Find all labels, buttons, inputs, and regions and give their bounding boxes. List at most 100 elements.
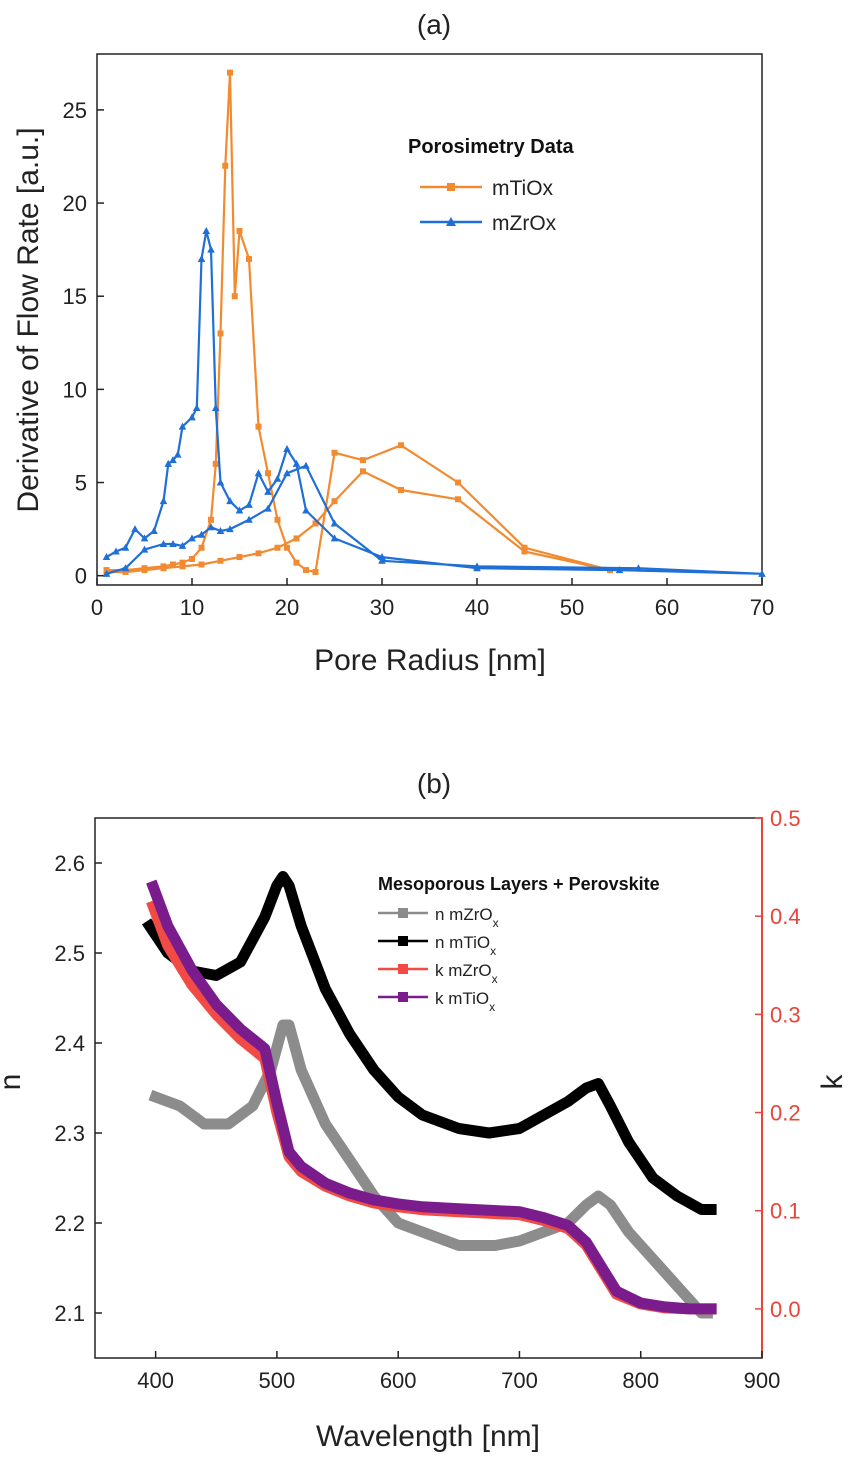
- data-point: [312, 520, 319, 527]
- y-tick-label: 0: [75, 564, 87, 589]
- data-point: [178, 541, 187, 549]
- data-point: [216, 526, 225, 534]
- data-point: [121, 543, 130, 551]
- data-point: [164, 459, 173, 467]
- y-tick-label: 5: [75, 471, 87, 496]
- panel-a-x-axis-label: Pore Radius [nm]: [314, 644, 546, 677]
- legend-marker-k-mzrox: [398, 964, 408, 974]
- data-point: [246, 255, 252, 262]
- data-point: [222, 162, 229, 169]
- data-point: [330, 519, 339, 527]
- data-point: [264, 504, 272, 512]
- data-point: [360, 468, 366, 475]
- data-point: [159, 497, 168, 505]
- series-line-n-mzrox: [148, 1019, 713, 1319]
- series-line-k-mtiox: [146, 879, 717, 1315]
- data-point: [217, 557, 224, 564]
- data-point: [226, 497, 234, 505]
- y-tick-label: 2.3: [54, 1121, 85, 1146]
- data-point: [273, 474, 282, 482]
- data-point: [255, 423, 262, 430]
- legend-marker-n-mtiox: [398, 936, 408, 946]
- y-tick-label: 2.4: [54, 1031, 85, 1056]
- data-point: [170, 561, 176, 568]
- right-y-tick-label: 0.0: [770, 1297, 801, 1322]
- panel-b-x-ticks: 400 500 600 700 800 900: [137, 1351, 780, 1393]
- x-tick-label: 800: [622, 1368, 659, 1393]
- x-tick-label: 10: [180, 595, 204, 620]
- data-point: [140, 545, 149, 553]
- legend-label-n-mtiox: n mTiOx: [435, 933, 496, 958]
- data-point: [198, 544, 205, 551]
- data-point: [283, 444, 291, 452]
- data-point: [173, 450, 182, 458]
- data-point: [160, 565, 167, 572]
- data-point: [274, 516, 281, 523]
- data-point: [140, 534, 149, 542]
- legend-marker-n-mzrox: [398, 908, 408, 918]
- panel-a-legend: Porosimetry Data mTiOx mZrOx: [408, 136, 574, 235]
- x-tick-label: 500: [259, 1368, 296, 1393]
- legend-marker-mtiox: [447, 183, 455, 191]
- right-y-tick-label: 0.5: [770, 806, 801, 831]
- panel-a-y-ticks: 0 5 10 15 20 25: [63, 98, 104, 589]
- data-point: [198, 561, 205, 568]
- right-y-tick-label: 0.4: [770, 904, 801, 929]
- data-point: [283, 469, 291, 477]
- data-point: [197, 254, 206, 262]
- data-point: [216, 478, 225, 486]
- panel-b-right-y-axis-label: k: [816, 1074, 849, 1090]
- panel-a-x-ticks: 0 10 20 30 40 50 60 70: [91, 578, 774, 620]
- data-point: [188, 534, 196, 542]
- data-point: [231, 293, 238, 300]
- data-point: [179, 563, 186, 570]
- right-y-tick-label: 0.1: [770, 1199, 801, 1224]
- data-point: [255, 550, 262, 557]
- panel-b: (b) 400 500 600 700 800 900 2.12.22.32.42.52.…: [0, 768, 849, 1453]
- data-point: [102, 569, 111, 577]
- y-tick-label: 2.1: [54, 1301, 85, 1326]
- y-tick-label: 20: [63, 191, 87, 216]
- y-tick-label: 10: [63, 377, 87, 402]
- data-point: [330, 534, 339, 542]
- series-line-mzrox: [105, 229, 764, 575]
- legend-label-k-mzrox: k mZrOx: [435, 961, 498, 986]
- panel-b-x-axis-label: Wavelength [nm]: [316, 1420, 540, 1453]
- y-tick-label: 2.2: [54, 1211, 85, 1236]
- panel-b-series: [141, 871, 717, 1319]
- data-point: [521, 544, 528, 551]
- data-point: [121, 564, 130, 572]
- series-n-mtiox: [141, 871, 717, 1215]
- data-point: [265, 470, 271, 477]
- series-n-mzrox: [148, 1019, 713, 1319]
- series-line-n-mtiox: [141, 871, 717, 1215]
- data-point: [303, 567, 309, 574]
- x-tick-label: 400: [137, 1368, 174, 1393]
- data-point: [226, 525, 234, 533]
- panel-a-legend-title: Porosimetry Data: [408, 136, 574, 158]
- data-point: [141, 567, 148, 574]
- data-point: [758, 569, 766, 577]
- data-point: [455, 479, 461, 486]
- panel-a-series: [102, 69, 766, 577]
- data-point: [102, 553, 111, 561]
- data-point: [302, 461, 310, 469]
- x-tick-label: 60: [655, 595, 679, 620]
- y-tick-label: 2.5: [54, 941, 85, 966]
- data-point: [150, 526, 158, 534]
- data-point: [378, 553, 386, 561]
- legend-marker-k-mtiox: [398, 992, 408, 1002]
- panel-a: (a) 0 10 20 30 40 50 60 70 0 5 10 15 20 25 Pore Radi…: [12, 9, 774, 677]
- data-point: [302, 506, 310, 514]
- data-point: [360, 457, 366, 464]
- x-tick-label: 40: [465, 595, 489, 620]
- legend-label-k-mtiox: k mTiOx: [435, 989, 495, 1014]
- data-point: [615, 566, 624, 574]
- panel-a-plot-frame: [96, 53, 763, 586]
- data-point: [178, 422, 187, 430]
- data-point: [207, 245, 215, 253]
- x-tick-label: 50: [560, 595, 584, 620]
- data-point: [122, 568, 129, 575]
- data-point: [284, 544, 290, 551]
- data-point: [455, 496, 461, 503]
